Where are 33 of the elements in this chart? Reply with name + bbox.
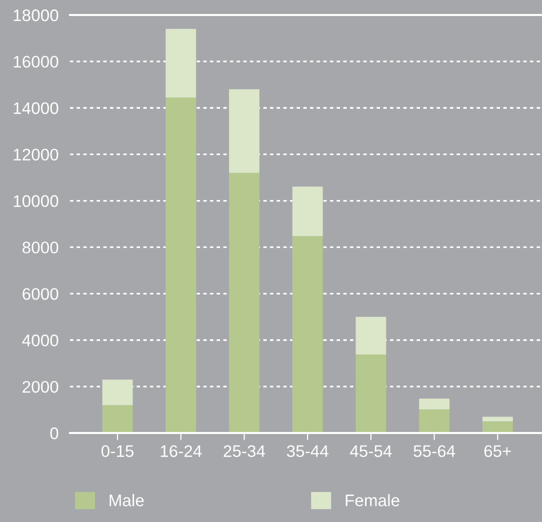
bar [166, 28, 196, 98]
bar [292, 186, 323, 236]
bar [292, 236, 323, 433]
y-tick-label: 12000 [14, 148, 58, 161]
legend-label: Female [346, 494, 400, 506]
x-tick-label: 16-24 [160, 445, 202, 458]
bar [482, 416, 513, 422]
bar [229, 89, 260, 173]
bar [482, 421, 513, 433]
y-tick-label: 10000 [14, 195, 58, 207]
y-tick-label: 0 [50, 427, 58, 440]
bar [229, 172, 260, 433]
bar [419, 398, 450, 410]
y-tick-label: 4000 [22, 334, 58, 346]
y-tick-label: 16000 [14, 56, 58, 68]
x-tick-label: 25-34 [224, 445, 266, 458]
bar [102, 380, 133, 406]
x-tick-label: 65+ [484, 445, 511, 458]
y-tick-label: 2000 [22, 380, 58, 393]
legend-label: Male [110, 494, 144, 506]
y-tick-label: 18000 [14, 9, 58, 22]
y-tick-label: 8000 [22, 242, 58, 254]
bar [356, 354, 386, 433]
x-tick-label: 0-15 [101, 445, 134, 458]
y-tick-label: 14000 [14, 102, 58, 114]
bar [166, 97, 196, 433]
bar [419, 409, 450, 433]
y-tick-label: 6000 [22, 288, 58, 300]
x-tick-label: 45-54 [350, 445, 392, 458]
bar [102, 405, 133, 433]
x-tick-label: 35-44 [286, 445, 328, 458]
bar [356, 316, 386, 355]
x-tick-label: 55-64 [414, 445, 456, 458]
